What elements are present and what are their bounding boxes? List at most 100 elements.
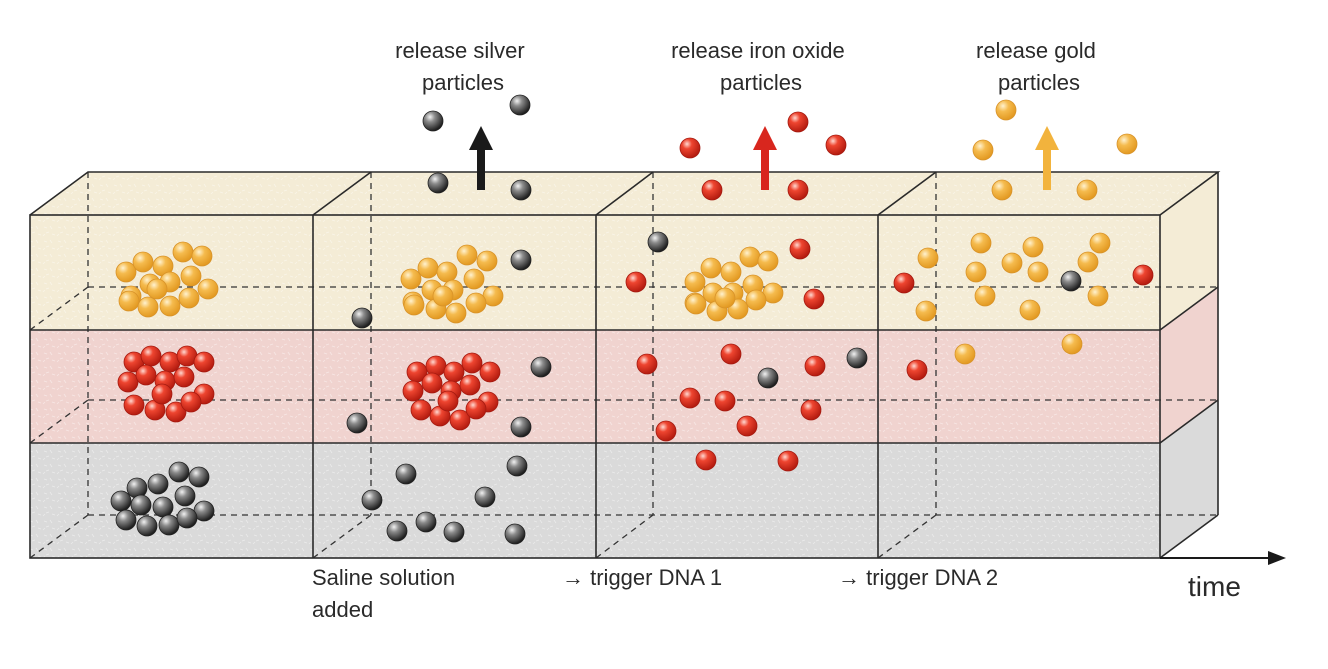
gold-particle — [1076, 179, 1098, 201]
gold-particle — [456, 244, 478, 266]
silver-particle — [427, 172, 449, 194]
iron-oxide-particle — [410, 399, 432, 421]
silver-particle — [530, 356, 552, 378]
iron-oxide-particle — [465, 398, 487, 420]
gold-particle — [465, 292, 487, 314]
silver-particle — [422, 110, 444, 132]
silver-particle — [174, 485, 196, 507]
iron-oxide-particle — [789, 238, 811, 260]
iron-oxide-particle — [787, 111, 809, 133]
iron-oxide-particle — [701, 179, 723, 201]
silver-particle — [152, 496, 174, 518]
iron-oxide-particle — [425, 355, 447, 377]
iron-oxide-particle — [123, 394, 145, 416]
iron-oxide-particle — [906, 359, 928, 381]
iron-oxide-particle — [479, 361, 501, 383]
iron-oxide-particle — [140, 345, 162, 367]
iron-oxide-particle — [636, 353, 658, 375]
silver-particle — [510, 416, 532, 438]
silver-particle — [147, 473, 169, 495]
iron-oxide-particle — [679, 387, 701, 409]
gold-particle — [137, 296, 159, 318]
silver-particle — [846, 347, 868, 369]
gold-particle — [180, 265, 202, 287]
release-gold-label: release gold particles — [976, 38, 1102, 95]
gold-particle — [1019, 299, 1041, 321]
iron-oxide-particle — [787, 179, 809, 201]
gold-particle — [1089, 232, 1111, 254]
time-arrow-icon — [1160, 551, 1286, 565]
box-edges — [29, 171, 1221, 559]
iron-oxide-particle — [720, 343, 742, 365]
iron-oxide-particle — [461, 352, 483, 374]
iron-oxide-particle — [402, 380, 424, 402]
gold-particle — [197, 278, 219, 300]
gold-particle — [700, 257, 722, 279]
gold-particle — [178, 287, 200, 309]
silver-particle — [136, 515, 158, 537]
iron-oxide-particle — [437, 390, 459, 412]
silver-particle — [647, 231, 669, 253]
gold-particle — [1001, 252, 1023, 274]
silver-particle — [351, 307, 373, 329]
iron-oxide-particle — [736, 415, 758, 437]
iron-oxide-particle — [117, 371, 139, 393]
box-side-silver — [1160, 400, 1218, 558]
gold-particle — [191, 245, 213, 267]
iron-oxide-particle — [443, 361, 465, 383]
gold-particle — [757, 250, 779, 272]
iron-oxide-particle — [151, 383, 173, 405]
gold-particle — [972, 139, 994, 161]
iron-oxide-particle — [135, 364, 157, 386]
gold-particle — [417, 257, 439, 279]
gold-particle — [403, 294, 425, 316]
gold-particle — [685, 293, 707, 315]
silver-particle — [176, 507, 198, 529]
silver-particle — [130, 494, 152, 516]
silver-particle — [510, 179, 532, 201]
gold-particle — [954, 343, 976, 365]
gold-particle — [1027, 261, 1049, 283]
gold-particle — [132, 251, 154, 273]
time-axis-label: time — [1188, 571, 1241, 602]
gold-particle — [917, 247, 939, 269]
silver-particle — [474, 486, 496, 508]
silver-particle — [506, 455, 528, 477]
step-saline-label: Saline solution added — [312, 565, 461, 622]
gold-particle — [1087, 285, 1109, 307]
iron-oxide-particle — [655, 420, 677, 442]
iron-oxide-particle — [803, 288, 825, 310]
iron-oxide-particle — [165, 401, 187, 423]
silver-particle — [346, 412, 368, 434]
gold-particle — [436, 261, 458, 283]
gold-particle — [476, 250, 498, 272]
gold-particle — [432, 285, 454, 307]
iron-oxide-particle — [180, 391, 202, 413]
silver-particle — [158, 514, 180, 536]
iron-oxide-particle — [804, 355, 826, 377]
iron-oxide-particle — [714, 390, 736, 412]
gold-particle — [118, 290, 140, 312]
gold-particle — [445, 302, 467, 324]
iron-oxide-particle — [893, 272, 915, 294]
gold-particle — [172, 241, 194, 263]
iron-oxide-particle — [625, 271, 647, 293]
iron-oxide-particle — [449, 409, 471, 431]
particles — [110, 94, 1154, 545]
arrow-up-icon — [469, 126, 493, 190]
iron-oxide-particle — [459, 374, 481, 396]
silver-particle — [386, 520, 408, 542]
iron-oxide-particle — [193, 351, 215, 373]
box-side-gold — [1160, 172, 1218, 330]
gold-particle — [720, 261, 742, 283]
silver-particle — [361, 489, 383, 511]
gold-particle — [915, 300, 937, 322]
step-trigger-dna-1-label: → trigger DNA 1 — [562, 565, 722, 590]
gold-particle — [1116, 133, 1138, 155]
release-silver-label: release silver particles — [395, 38, 531, 95]
silver-particle — [510, 249, 532, 271]
gold-particle — [995, 99, 1017, 121]
gold-particle — [745, 289, 767, 311]
gold-particle — [970, 232, 992, 254]
